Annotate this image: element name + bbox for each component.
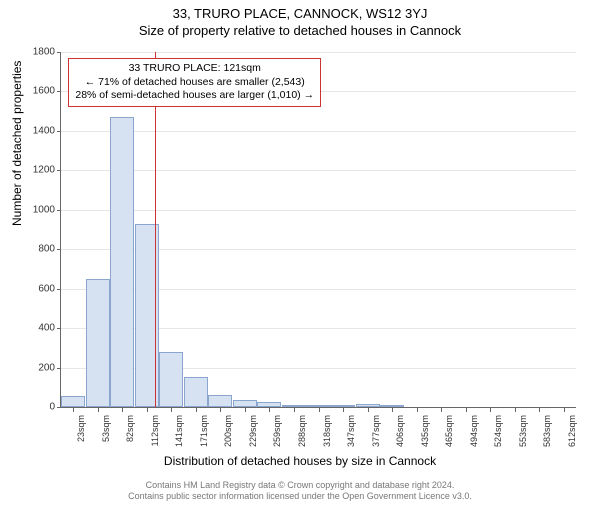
- x-tick: [515, 407, 516, 412]
- y-tick-label: 1200: [33, 165, 55, 176]
- y-tick-label: 400: [38, 323, 55, 334]
- marker-annotation-line: 33 TRURO PLACE: 121sqm: [75, 62, 314, 76]
- footer-line-2: Contains public sector information licen…: [0, 491, 600, 502]
- x-tick: [441, 407, 442, 412]
- page-subtitle: Size of property relative to detached ho…: [0, 23, 600, 38]
- x-tick-label: 112sqm: [150, 415, 160, 446]
- marker-annotation-line: ← 71% of detached houses are smaller (2,…: [75, 76, 314, 90]
- x-tick-label: 53sqm: [101, 415, 111, 442]
- y-tick-label: 1600: [33, 86, 55, 97]
- gridline: [61, 210, 576, 211]
- y-tick-label: 1800: [33, 47, 55, 58]
- y-tick: [57, 328, 61, 329]
- x-tick: [392, 407, 393, 412]
- y-tick-label: 1400: [33, 125, 55, 136]
- y-tick-label: 600: [38, 283, 55, 294]
- histogram-bar: [233, 400, 257, 407]
- histogram-bar: [61, 396, 85, 407]
- x-tick: [343, 407, 344, 412]
- histogram-bar: [208, 395, 232, 407]
- x-tick: [539, 407, 540, 412]
- x-tick-label: 259sqm: [272, 415, 282, 447]
- y-tick-label: 0: [49, 402, 55, 413]
- y-tick: [57, 170, 61, 171]
- x-tick: [490, 407, 491, 412]
- x-tick-label: 229sqm: [248, 415, 258, 447]
- x-tick: [319, 407, 320, 412]
- histogram-bar: [184, 377, 208, 407]
- x-tick-label: 435sqm: [420, 415, 430, 447]
- x-tick-label: 494sqm: [469, 415, 479, 447]
- x-tick-label: 406sqm: [395, 415, 405, 447]
- attribution-footer: Contains HM Land Registry data © Crown c…: [0, 480, 600, 503]
- x-tick-label: 318sqm: [322, 415, 332, 447]
- x-axis-label: Distribution of detached houses by size …: [0, 454, 600, 468]
- x-tick-label: 524sqm: [493, 415, 503, 447]
- y-tick-label: 1000: [33, 204, 55, 215]
- x-tick: [98, 407, 99, 412]
- x-tick-label: 465sqm: [444, 415, 454, 447]
- y-tick: [57, 368, 61, 369]
- y-tick: [57, 289, 61, 290]
- x-tick-label: 141sqm: [174, 415, 184, 447]
- x-tick-label: 171sqm: [199, 415, 209, 447]
- y-tick-label: 800: [38, 244, 55, 255]
- x-tick-label: 553sqm: [518, 415, 528, 447]
- gridline: [61, 170, 576, 171]
- x-tick: [147, 407, 148, 412]
- x-tick: [294, 407, 295, 412]
- y-tick: [57, 52, 61, 53]
- x-tick-label: 347sqm: [346, 415, 356, 447]
- x-tick: [245, 407, 246, 412]
- histogram-bar: [159, 352, 183, 407]
- histogram-bar: [86, 279, 110, 407]
- x-tick-label: 612sqm: [567, 415, 577, 447]
- y-tick: [57, 131, 61, 132]
- x-tick: [269, 407, 270, 412]
- chart-area: 02004006008001000120014001600180023sqm53…: [60, 52, 576, 408]
- x-tick: [466, 407, 467, 412]
- gridline: [61, 131, 576, 132]
- x-tick-label: 23sqm: [76, 415, 86, 442]
- x-tick-label: 377sqm: [371, 415, 381, 447]
- marker-annotation-line: 28% of semi-detached houses are larger (…: [75, 89, 314, 103]
- x-tick: [564, 407, 565, 412]
- y-tick: [57, 407, 61, 408]
- x-tick: [220, 407, 221, 412]
- marker-annotation: 33 TRURO PLACE: 121sqm← 71% of detached …: [68, 58, 321, 107]
- x-tick: [171, 407, 172, 412]
- footer-line-1: Contains HM Land Registry data © Crown c…: [0, 480, 600, 491]
- x-tick-label: 288sqm: [297, 415, 307, 447]
- x-tick-label: 82sqm: [125, 415, 135, 442]
- x-tick-label: 200sqm: [223, 415, 233, 447]
- page-title-address: 33, TRURO PLACE, CANNOCK, WS12 3YJ: [0, 6, 600, 21]
- x-tick: [73, 407, 74, 412]
- histogram-bar: [110, 117, 134, 407]
- x-tick-label: 583sqm: [542, 415, 552, 447]
- x-tick: [368, 407, 369, 412]
- x-tick: [196, 407, 197, 412]
- y-tick-label: 200: [38, 362, 55, 373]
- y-axis-label: Number of detached properties: [10, 61, 24, 226]
- gridline: [61, 52, 576, 53]
- y-tick: [57, 210, 61, 211]
- x-tick: [417, 407, 418, 412]
- x-tick: [122, 407, 123, 412]
- y-tick: [57, 91, 61, 92]
- y-tick: [57, 249, 61, 250]
